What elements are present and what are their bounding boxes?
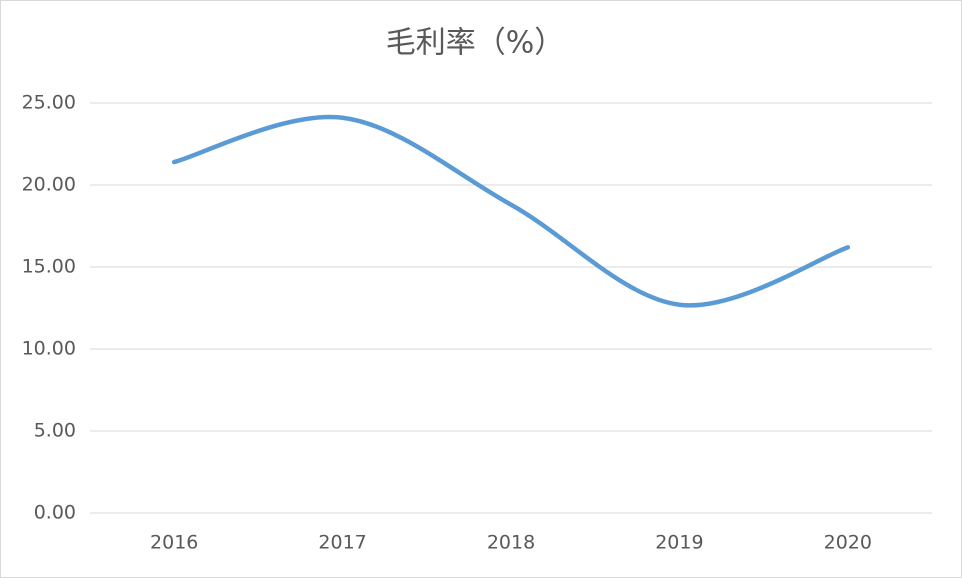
y-tick-label: 25.00 xyxy=(22,92,76,114)
x-tick-label: 2019 xyxy=(655,532,703,554)
y-tick-label: 5.00 xyxy=(34,420,76,442)
x-tick-label: 2016 xyxy=(150,532,198,554)
y-tick-label: 10.00 xyxy=(22,338,76,360)
data-line xyxy=(171,114,851,308)
y-tick-label: 15.00 xyxy=(22,256,76,278)
chart-title: 毛利率（%） xyxy=(386,26,565,61)
x-tick-label: 2018 xyxy=(487,532,535,554)
x-tick-label: 2017 xyxy=(318,532,366,554)
y-tick-label: 0.00 xyxy=(34,502,76,524)
x-tick-label: 2020 xyxy=(824,532,872,554)
y-tick-label: 20.00 xyxy=(22,174,76,196)
